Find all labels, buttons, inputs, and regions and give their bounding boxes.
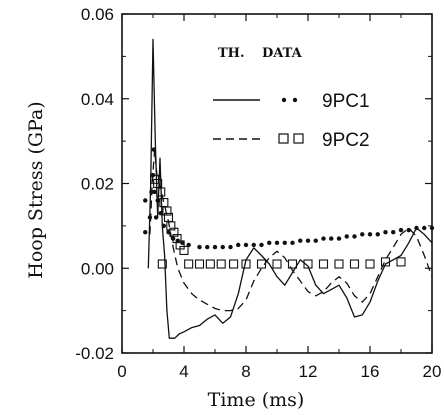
data-point-9pc1 (197, 244, 202, 250)
data-point-9pc2 (349, 259, 360, 269)
data-point-9pc1 (367, 232, 373, 237)
data-point-9pc2 (216, 259, 226, 269)
data-point-9pc2 (241, 259, 251, 269)
data-point-9pc1 (429, 225, 435, 231)
data-point-9pc1 (236, 242, 241, 248)
data-point-9pc1 (251, 242, 256, 248)
data-point-9pc1 (282, 240, 287, 246)
data-point-9pc1 (422, 225, 427, 231)
legend: TH. DATA 9PC1 9PC2 (213, 46, 370, 151)
series-line-9pc2 (149, 148, 433, 312)
legend-label-9pc1: 9PC1 (322, 91, 370, 112)
data-point-9pc1 (298, 238, 303, 243)
plot-frame (121, 13, 433, 354)
data-point-9pc2 (334, 259, 344, 269)
data-point-9pc1 (205, 244, 210, 250)
x-tick-label: 16 (361, 362, 380, 381)
data-point-9pc1 (391, 230, 396, 235)
data-point-9pc2 (157, 259, 167, 269)
data-point-9pc1 (152, 189, 157, 195)
data-point-9pc2 (272, 259, 282, 269)
data-point-9pc1 (153, 215, 159, 220)
data-point-9pc1 (158, 210, 163, 216)
data-point-9pc2 (318, 259, 329, 269)
y-tick-label: 0.00 (81, 259, 114, 278)
legend-square-9pc2-b (293, 133, 304, 144)
plot-axes (121, 13, 433, 354)
data-point-9pc1 (352, 234, 357, 239)
data-point-9pc1 (360, 232, 365, 237)
legend-dot-9pc1-a (281, 97, 287, 103)
legend-square-9pc2-a (278, 133, 289, 144)
data-point-9pc1 (329, 236, 334, 241)
x-tick-label: 8 (241, 362, 250, 381)
data-point-9pc1 (305, 238, 311, 243)
data-point-9pc2 (380, 257, 391, 267)
data-point-9pc1 (321, 236, 326, 241)
data-point-9pc2 (162, 206, 172, 216)
data-point-9pc1 (267, 240, 272, 246)
data-point-9pc1 (336, 236, 342, 241)
data-point-9pc2 (396, 257, 406, 267)
data-point-9pc2 (256, 259, 267, 269)
x-tick-label: 4 (179, 362, 188, 381)
data-point-9pc2 (365, 259, 375, 269)
x-axis-title: Time (ms) (208, 389, 305, 411)
data-point-9pc1 (290, 240, 295, 246)
x-tick-label: 0 (117, 362, 126, 381)
data-point-9pc1 (220, 244, 225, 250)
data-point-9pc2 (156, 187, 166, 197)
data-point-9pc1 (274, 240, 280, 246)
data-point-9pc1 (313, 238, 318, 243)
data-point-9pc1 (228, 244, 233, 250)
data-point-9pc2 (172, 234, 182, 244)
data-point-9pc1 (161, 223, 167, 229)
series-line-9pc1 (147, 38, 433, 339)
y-tick-label: 0.02 (81, 175, 114, 194)
y-tick-label: 0.04 (81, 90, 114, 109)
y-tick-label: -0.02 (75, 344, 114, 363)
legend-header-theory: TH. (218, 46, 244, 61)
series-layer (143, 38, 435, 339)
legend-header-data: DATA (262, 46, 303, 61)
legend-dot-9pc1-b (292, 97, 298, 103)
data-point-9pc1 (155, 198, 160, 203)
y-axis-title: Hoop Stress (GPa) (25, 101, 47, 278)
data-point-9pc2 (179, 245, 189, 256)
x-tick-label: 12 (299, 362, 318, 381)
data-point-9pc1 (143, 230, 148, 235)
y-tick-label: 0.06 (81, 5, 114, 24)
data-point-9pc2 (166, 221, 176, 231)
data-point-9pc2 (205, 259, 215, 269)
data-point-9pc1 (375, 232, 380, 237)
data-point-9pc1 (212, 244, 218, 250)
tick-marks: 0 4 8 12 16 20 -0.02 0.00 0.02 0.04 0.06 (75, 5, 441, 381)
data-point-9pc2 (169, 227, 179, 237)
data-point-9pc1 (243, 242, 249, 248)
data-point-9pc2 (184, 259, 194, 269)
data-point-9pc2 (287, 259, 298, 269)
data-point-9pc2 (194, 259, 205, 269)
data-point-9pc1 (151, 147, 156, 152)
data-point-9pc1 (414, 225, 419, 231)
data-point-9pc1 (147, 215, 153, 220)
x-tick-label: 20 (423, 362, 442, 381)
legend-label-9pc2: 9PC2 (322, 130, 370, 151)
data-point-9pc2 (303, 259, 313, 269)
data-point-9pc1 (259, 242, 264, 248)
data-point-9pc1 (398, 227, 404, 233)
data-point-9pc1 (143, 198, 148, 203)
data-point-9pc1 (344, 234, 349, 239)
data-point-9pc2 (229, 259, 239, 269)
data-point-9pc1 (383, 230, 388, 235)
